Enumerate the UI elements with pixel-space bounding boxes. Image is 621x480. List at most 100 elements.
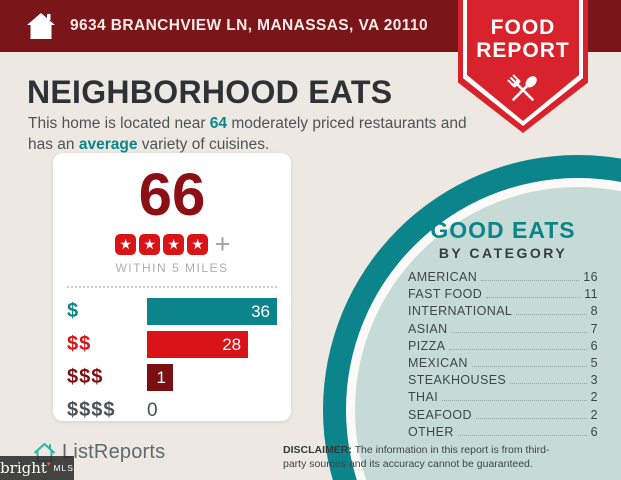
star-icons: ★ ★ ★ ★ [114,233,210,255]
category-value: 8 [590,304,598,319]
intro-post: variety of cuisines. [137,135,270,153]
bar-zone: 1 [147,364,277,391]
dotted-leader [442,400,587,402]
category-value: 2 [590,390,598,405]
radius-caption: WITHIN 5 MILES [115,261,229,275]
page-title: NEIGHBORHOOD EATS [27,74,393,110]
star-icon: ★ [163,233,185,255]
intro-paragraph: This home is located near 64 moderately … [28,114,486,156]
price-tier-chart: $36 $$ 28 $$$ 1 $$$$ 0 [53,298,291,424]
bright-mls-tick: ▾ [46,459,51,468]
disclaimer-body: The information in this report is from t… [283,444,550,470]
category-name: AMERICAN [408,270,478,284]
category-value: 5 [590,355,598,370]
category-name: INTERNATIONAL [408,304,513,319]
price-tier-label: $$ [67,333,92,355]
price-tier-bar: 1 [147,364,173,391]
category-list: AMERICAN 16 FAST FOOD 11 INTERNATIONAL 8 ASIAN… [408,270,598,442]
dotted-leader [516,314,587,316]
house-icon [26,12,56,40]
category-row: MEXICAN 5 [408,356,598,373]
bar-zone: 0 [147,397,277,424]
bar-value-label: 28 [222,334,242,354]
dotted-leader [449,348,587,350]
category-row: ASIAN 7 [408,322,598,339]
bar-zone: 36 [147,298,277,325]
dotted-leader [457,434,587,436]
price-tier-label: $$$ [67,366,104,388]
category-name: ASIAN [408,321,448,336]
price-tier-bar: 28 [147,331,249,358]
category-name: FAST FOOD [408,287,483,302]
restaurant-count-big: 66 [138,161,206,228]
price-tier-row: $36 [67,298,277,325]
ribbon-body: FOOD REPORT [467,0,579,121]
good-eats-panel: GOOD EATS BY CATEGORY AMERICAN 16 FAST FOO… [408,217,598,442]
category-row: THAI 2 [408,390,598,407]
category-row: INTERNATIONAL 8 [408,304,598,321]
category-row: SEAFOOD 2 [408,408,598,425]
restaurant-count-inline: 64 [209,115,228,132]
category-value: 16 [583,270,598,284]
summary-card: 66 ★ ★ ★ ★ + WITHIN 5 MILES $36 $$ 28 $$$ 1 $$$$… [53,153,291,421]
category-value: 6 [590,424,598,439]
category-value: 2 [590,407,598,422]
crossed-spoon-fork-icon [502,69,544,116]
category-name: SEAFOOD [408,407,472,422]
price-tier-row: $$$$ 0 [67,397,277,424]
variety-highlight: average [78,135,138,153]
category-name: THAI [408,390,439,405]
good-eats-subtitle: BY CATEGORY [438,245,568,261]
good-eats-title: GOOD EATS [430,217,576,243]
dotted-leader [481,280,580,281]
star-icon: ★ [187,233,209,255]
category-name: OTHER [408,424,454,439]
bar-value-label: 36 [251,301,270,321]
price-tier-label: $$$$ [67,399,116,421]
disclaimer-label: DISCLAIMER: [283,444,352,456]
bright-mls-suffix: MLS [53,463,74,473]
price-tier-bar: 36 [147,298,277,325]
category-value: 6 [590,338,598,353]
property-address: 9634 BRANCHVIEW LN, MANASSAS, VA 20110 [70,17,429,34]
dotted-leader [510,383,587,385]
price-tier-row: $$ 28 [67,331,277,358]
dotted-leader [475,417,587,419]
dotted-leader [451,331,587,333]
plus-sign: + [214,229,231,259]
category-name: MEXICAN [408,355,468,370]
dotted-leader [471,365,587,367]
price-tier-label: $ [67,300,80,322]
bar-zero-label: 0 [147,400,158,421]
star-icon: ★ [139,233,161,255]
category-row: AMERICAN 16 [408,270,598,287]
bar-value-label: 1 [156,367,166,387]
price-tier-row: $$$ 1 [67,364,277,391]
category-row: STEAKHOUSES 3 [408,373,598,390]
category-row: PIZZA 6 [408,339,598,356]
bright-mls-badge: bright▾ MLS [0,456,74,480]
dotted-divider [67,286,277,288]
category-value: 11 [584,287,598,302]
category-row: FAST FOOD 11 [408,287,598,304]
ribbon-title: FOOD REPORT [476,16,570,62]
food-report-ribbon: FOOD REPORT [458,0,588,133]
star-rating: ★ ★ ★ ★ + [53,229,291,259]
category-row: OTHER 6 [408,425,598,442]
category-value: 3 [590,373,598,388]
bar-zone: 28 [147,331,277,358]
category-name: PIZZA [408,338,446,353]
ribbon-line1: FOOD [490,16,556,39]
intro-mid: moderately priced restaurants and has an [28,115,467,153]
intro-pre: This home is located near [28,115,210,132]
category-name: STEAKHOUSES [408,373,507,388]
listreports-logo: ListReports [33,441,165,464]
bright-mls-name: bright▾ [0,458,51,477]
dotted-leader [486,297,581,299]
listreports-wordmark: ListReports [62,441,166,463]
disclaimer-text: DISCLAIMER: The information in this repo… [283,444,571,471]
ribbon-line2: REPORT [476,39,570,63]
category-value: 7 [590,321,598,336]
star-icon: ★ [115,233,137,255]
